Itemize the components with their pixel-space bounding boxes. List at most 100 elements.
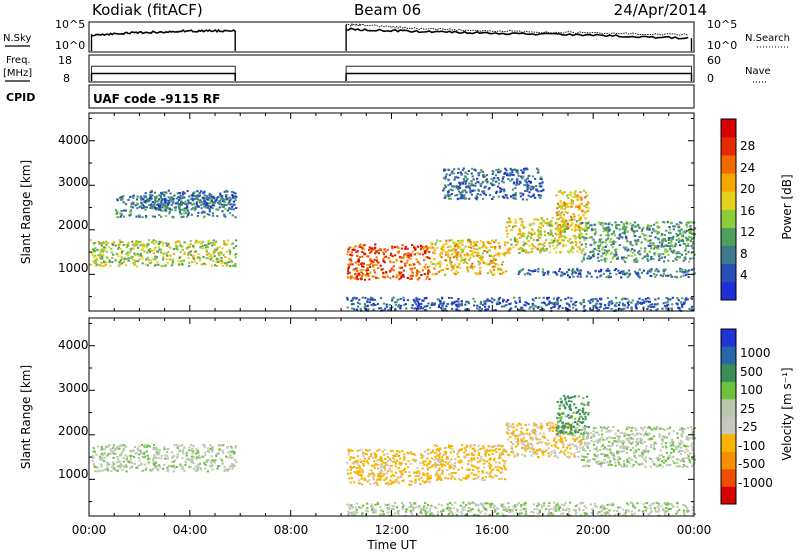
heat-cell [136, 447, 139, 450]
heat-cell [510, 169, 513, 172]
heat-cell [155, 256, 158, 259]
power-ytick-3000: 3000 [58, 175, 89, 189]
heat-cell [454, 194, 457, 197]
heat-cell [431, 273, 434, 276]
heat-cell [352, 247, 355, 250]
heat-cell [454, 472, 457, 474]
heat-cell [362, 452, 365, 455]
heat-cell [193, 191, 196, 194]
heat-cell [223, 468, 226, 471]
heat-cell [509, 172, 512, 175]
heat-cell [582, 299, 586, 302]
heat-cell [663, 256, 666, 259]
heat-cell [415, 275, 418, 277]
heat-cell [460, 173, 463, 176]
heat-cell [680, 221, 683, 224]
heat-cell [95, 264, 98, 267]
heat-cell [658, 241, 661, 244]
heat-cell [381, 309, 384, 312]
heat-cell [361, 247, 364, 250]
heat-cell [459, 182, 462, 185]
heat-cell [114, 452, 117, 455]
heat-cell [449, 477, 453, 480]
heat-cell [420, 453, 423, 456]
heat-cell [223, 214, 226, 217]
noise-right-tick-high: 10^5 [707, 18, 737, 31]
heat-cell [164, 454, 167, 457]
heat-cell [568, 251, 571, 254]
heat-cell [540, 217, 543, 219]
heat-cell [455, 300, 458, 303]
heat-cell [495, 461, 498, 464]
heat-cell [365, 453, 368, 456]
heat-cell [416, 307, 419, 310]
colorbar-cell [721, 155, 736, 174]
heat-cell [187, 458, 190, 461]
heat-cell [201, 455, 204, 458]
heat-cell [447, 444, 451, 447]
heat-cell [509, 173, 512, 176]
heat-cell [628, 269, 631, 272]
heat-cell [660, 256, 664, 259]
heat-cell [130, 461, 133, 464]
heat-cell [465, 191, 468, 194]
heat-cell [623, 260, 627, 263]
heat-cell [452, 302, 455, 305]
heat-cell [442, 250, 445, 253]
heat-cell [605, 250, 609, 253]
heat-cell [577, 205, 580, 208]
heat-cell [181, 195, 184, 198]
heat-cell [151, 468, 154, 471]
heat-cell [148, 445, 151, 448]
heat-cell [415, 258, 418, 261]
heat-cell [163, 252, 166, 255]
heat-cell [599, 303, 603, 306]
heat-cell [558, 205, 561, 208]
heat-cell [231, 450, 234, 453]
heat-cell [434, 452, 437, 454]
heat-cell [370, 250, 373, 253]
heat-cell [153, 202, 156, 205]
heat-cell [676, 303, 679, 306]
heat-cell [136, 198, 139, 201]
heat-cell [600, 242, 603, 245]
heat-cell [144, 192, 147, 195]
heat-cell [211, 459, 214, 462]
heat-cell [548, 430, 551, 432]
heat-cell [578, 229, 582, 231]
heat-cell [514, 221, 517, 224]
heat-cell [154, 246, 157, 249]
heat-cell [616, 236, 619, 239]
heat-cell [483, 466, 486, 469]
heat-cell [663, 260, 666, 263]
heat-cell [103, 457, 106, 460]
heat-cell [105, 455, 108, 457]
heat-cell [484, 179, 487, 182]
heat-cell [561, 207, 564, 210]
heat-cell [144, 208, 147, 211]
heat-cell [638, 236, 641, 239]
heat-cell [679, 270, 682, 273]
heat-cell [528, 244, 531, 247]
heat-cell [574, 243, 578, 246]
heat-cell [537, 305, 540, 308]
heat-cell [157, 456, 160, 459]
heat-cell [618, 272, 622, 275]
heat-cell [134, 452, 137, 455]
heat-cell [593, 242, 596, 245]
heat-cell [589, 244, 592, 247]
heat-cell [670, 221, 673, 224]
heat-cell [356, 462, 359, 465]
heat-cell [636, 302, 639, 305]
heat-cell [511, 188, 515, 191]
heat-cell [229, 250, 232, 253]
heat-cell [459, 192, 462, 195]
heat-cell [454, 466, 457, 469]
heat-cell [477, 470, 480, 473]
heat-cell [349, 481, 352, 484]
heat-cell [220, 257, 223, 259]
heat-cell [389, 309, 392, 312]
heat-cell [169, 254, 172, 257]
heat-cell [572, 306, 575, 309]
heat-cell [416, 260, 419, 263]
